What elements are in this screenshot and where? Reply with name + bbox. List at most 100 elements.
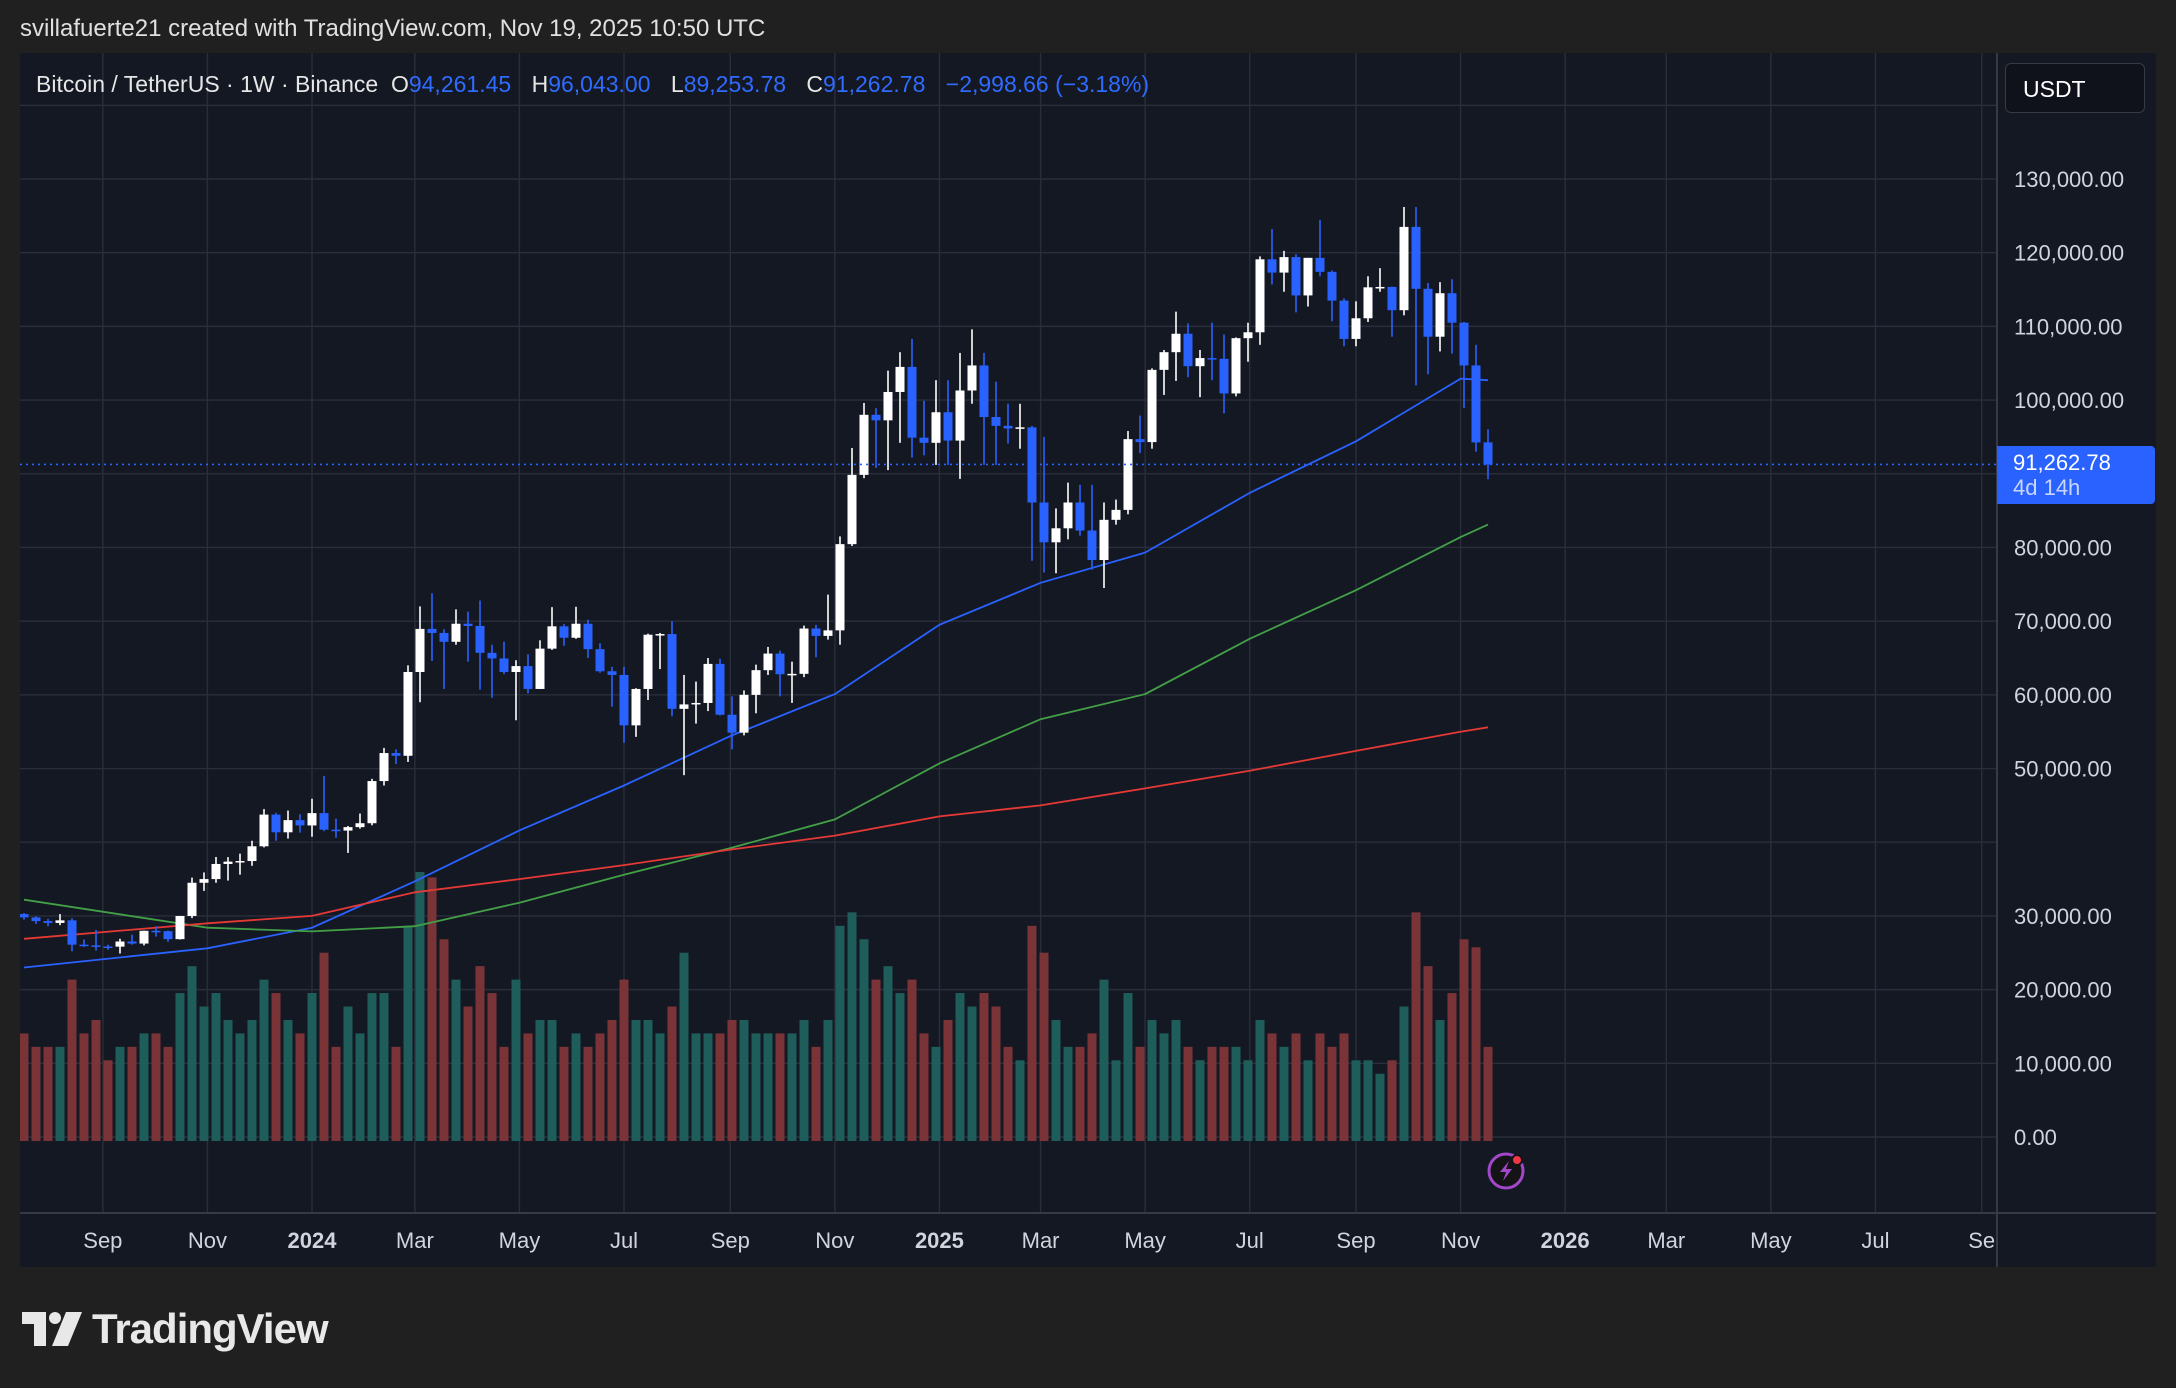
candle-body bbox=[343, 827, 353, 831]
volume-bar bbox=[1099, 979, 1109, 1141]
candle-body bbox=[943, 412, 953, 441]
candle-body bbox=[523, 666, 533, 689]
price-tick-label: 100,000.00 bbox=[2014, 388, 2124, 413]
candle-body bbox=[679, 704, 689, 709]
volume-bar bbox=[511, 979, 521, 1141]
time-tick-label: Jul bbox=[610, 1228, 638, 1253]
candle-body bbox=[1411, 226, 1421, 289]
candle-body bbox=[1459, 322, 1469, 366]
volume-bar bbox=[631, 1019, 641, 1141]
time-tick-label: Nov bbox=[815, 1228, 854, 1253]
volume-bar bbox=[955, 993, 965, 1141]
time-tick-label: Sep bbox=[711, 1228, 750, 1253]
volume-bar bbox=[43, 1046, 53, 1141]
candle-body bbox=[223, 861, 233, 864]
candle-body bbox=[1159, 352, 1169, 370]
price-tick-label: 60,000.00 bbox=[2014, 683, 2112, 708]
time-tick-label: May bbox=[1124, 1228, 1166, 1253]
volume-bar bbox=[439, 939, 449, 1141]
candle-body bbox=[199, 879, 209, 883]
candle-body bbox=[739, 694, 749, 733]
volume-bar bbox=[1003, 1046, 1013, 1141]
candle-body bbox=[367, 781, 377, 824]
price-tick-label: 50,000.00 bbox=[2014, 757, 2112, 782]
volume-bar bbox=[739, 1019, 749, 1141]
candle-body bbox=[163, 931, 173, 940]
candle-body bbox=[727, 714, 737, 733]
candle-body bbox=[1099, 519, 1109, 560]
volume-bar bbox=[1183, 1046, 1193, 1141]
lightning-alert-icon[interactable] bbox=[1486, 1151, 1526, 1191]
price-tick-label: 10,000.00 bbox=[2014, 1051, 2112, 1076]
candle-body bbox=[127, 941, 137, 944]
candle-body bbox=[1435, 293, 1445, 337]
candle-body bbox=[895, 366, 905, 392]
candle-body bbox=[20, 914, 29, 918]
candle-body bbox=[1291, 257, 1301, 296]
volume-bar bbox=[79, 1033, 89, 1141]
candle-body bbox=[427, 628, 437, 633]
candle-body bbox=[1231, 338, 1241, 394]
volume-bar bbox=[775, 1033, 785, 1141]
time-tick-label: Se bbox=[1968, 1228, 1995, 1253]
volume-bar bbox=[1315, 1033, 1325, 1141]
candle-body bbox=[187, 882, 197, 916]
volume-bar bbox=[1279, 1046, 1289, 1141]
high-value: 96,043.00 bbox=[548, 71, 651, 97]
candle-body bbox=[1447, 293, 1457, 323]
candle-body bbox=[1375, 286, 1385, 289]
candle-body bbox=[415, 628, 425, 673]
volume-bar bbox=[823, 1019, 833, 1141]
candle-body bbox=[79, 944, 89, 947]
chart-credit: svillafuerte21 created with TradingView.… bbox=[20, 15, 766, 42]
volume-bar bbox=[211, 993, 221, 1141]
currency-button[interactable]: USDT bbox=[2005, 63, 2145, 113]
volume-bar bbox=[259, 979, 269, 1141]
chart-panel[interactable]: 0.00 10,000.00 20,000.00 30,000.00 50,000.00… bbox=[20, 53, 2156, 1267]
volume-bar bbox=[1483, 1046, 1493, 1141]
candle-body bbox=[271, 814, 281, 833]
candle-body bbox=[967, 365, 977, 391]
volume-bar bbox=[331, 1046, 341, 1141]
volume-bar bbox=[187, 966, 197, 1141]
candle-body bbox=[859, 414, 869, 475]
volume-bar bbox=[115, 1046, 125, 1141]
volume-bar bbox=[1387, 1060, 1397, 1141]
volume-bar bbox=[1411, 912, 1421, 1141]
volume-bar bbox=[583, 1046, 593, 1141]
candle-body bbox=[307, 813, 317, 826]
candle-body bbox=[847, 474, 857, 545]
volume-bar bbox=[343, 1006, 353, 1141]
volume-bar bbox=[571, 1033, 581, 1141]
candle-body bbox=[787, 673, 797, 676]
symbol-title[interactable]: Bitcoin / TetherUS · 1W · Binance bbox=[36, 71, 379, 97]
volume-bar bbox=[811, 1046, 821, 1141]
candle-body bbox=[571, 623, 581, 638]
volume-bar bbox=[667, 1006, 677, 1141]
candle-body bbox=[1171, 333, 1181, 353]
time-tick-label: Jul bbox=[1861, 1228, 1889, 1253]
candle-body bbox=[67, 920, 77, 945]
volume-bar bbox=[535, 1019, 545, 1141]
volume-bar bbox=[415, 872, 425, 1141]
volume-bar bbox=[931, 1046, 941, 1141]
candle-body bbox=[979, 365, 989, 418]
candle-body bbox=[1123, 439, 1133, 510]
tradingview-logo[interactable]: TradingView bbox=[22, 1305, 329, 1353]
candle-body bbox=[595, 649, 605, 672]
volume-bar bbox=[163, 1046, 173, 1141]
candle-body bbox=[715, 663, 725, 715]
time-tick-label: Sep bbox=[1336, 1228, 1375, 1253]
volume-bar bbox=[475, 966, 485, 1141]
candle-body bbox=[607, 671, 617, 675]
candle-body bbox=[379, 753, 389, 782]
candle-body bbox=[1183, 333, 1193, 367]
volume-bar bbox=[223, 1019, 233, 1141]
last-price-label: 91,262.78 4d 14h bbox=[1997, 446, 2155, 505]
volume-bar bbox=[871, 979, 881, 1141]
volume-bar bbox=[499, 1046, 509, 1141]
volume-bar bbox=[295, 1033, 305, 1141]
price-chart[interactable]: 0.00 10,000.00 20,000.00 30,000.00 50,000.00… bbox=[20, 53, 2156, 1267]
candle-body bbox=[1087, 530, 1097, 560]
candle-body bbox=[1243, 332, 1253, 339]
